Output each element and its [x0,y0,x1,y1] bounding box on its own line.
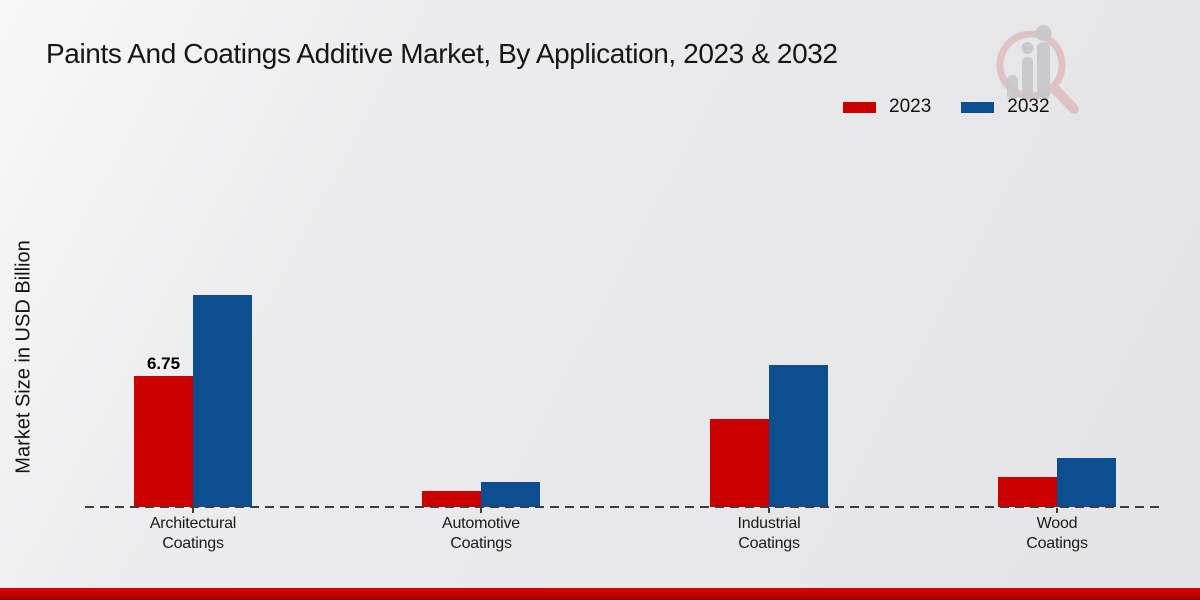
x-axis-tick [768,508,770,513]
x-axis-tick [1056,508,1058,513]
x-axis-label-architectural-coatings: Architectural Coatings [149,515,237,552]
bar-2023-industrial-coatings [710,419,769,507]
bar-2032-architectural-coatings [193,295,252,507]
footer-accent-bar [0,588,1200,600]
bar-2023-wood-coatings [998,477,1057,507]
legend-swatch-2032 [961,101,995,113]
chart-title: Paints And Coatings Additive Market, By … [46,38,838,69]
x-axis-tick [480,508,482,513]
legend-entry-2023: 2023 [843,96,931,118]
x-axis-label-industrial-coatings: Industrial Coatings [737,515,801,552]
x-axis-label-wood-coatings: Wood Coatings [1026,515,1088,552]
bar-2023-automotive-coatings [422,491,481,507]
y-axis-label: Market Size in USD Billion [12,240,35,474]
bar-value-label: 6.75 [146,354,181,373]
bar-2023-architectural-coatings [134,376,193,507]
watermark-logo-icon [996,25,1079,114]
legend-label-2023: 2023 [889,96,932,117]
x-axis-tick [192,508,194,513]
bar-2032-industrial-coatings [769,365,828,507]
bar-2032-wood-coatings [1057,458,1116,507]
legend-entry-2032: 2032 [961,96,1050,118]
bar-2032-automotive-coatings [481,482,540,507]
x-axis-baseline [85,506,1163,508]
legend-label-2032: 2032 [1007,96,1050,117]
legend-swatch-2023 [843,101,876,113]
legend: 2023 2032 [843,96,1050,118]
x-axis-label-automotive-coatings: Automotive Coatings [441,515,521,552]
